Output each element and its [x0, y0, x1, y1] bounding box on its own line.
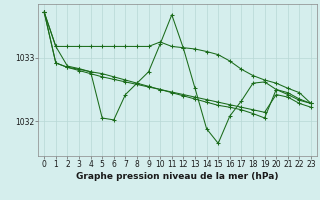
X-axis label: Graphe pression niveau de la mer (hPa): Graphe pression niveau de la mer (hPa) — [76, 172, 279, 181]
